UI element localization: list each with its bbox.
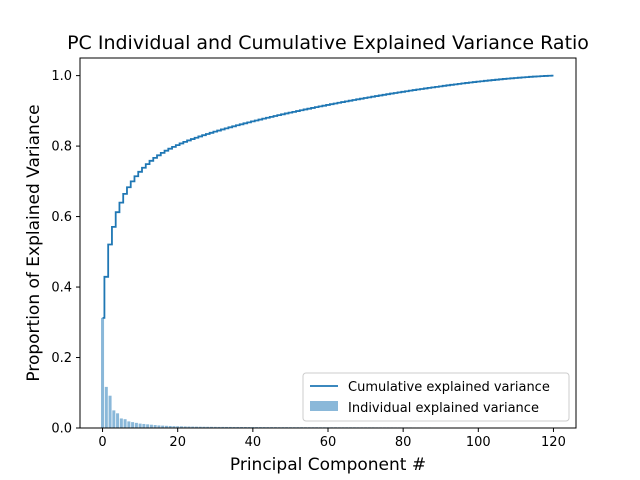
variance-bar: [146, 424, 150, 428]
variance-bar: [112, 410, 116, 428]
variance-bar: [194, 426, 198, 428]
variance-bar: [138, 423, 142, 428]
y-tick-label: 0.8: [51, 140, 72, 155]
variance-bar: [217, 426, 221, 428]
variance-bar: [225, 426, 229, 428]
variance-bar: [232, 426, 236, 428]
variance-bar: [198, 426, 202, 428]
x-tick-label: 100: [466, 435, 491, 450]
variance-bar: [157, 425, 161, 428]
variance-bar: [187, 426, 191, 428]
x-tick-label: 120: [541, 435, 566, 450]
legend: Cumulative explained variance Individual…: [302, 372, 570, 422]
legend-label-individual: Individual explained variance: [348, 401, 539, 416]
variance-bar: [236, 426, 240, 428]
variance-bar: [176, 426, 180, 428]
chart-title: PC Individual and Cumulative Explained V…: [67, 32, 589, 54]
variance-bar: [108, 395, 112, 428]
variance-bar: [213, 426, 217, 428]
variance-bar: [149, 424, 153, 428]
y-tick-label: 0.0: [51, 422, 72, 437]
variance-bar: [153, 425, 157, 428]
variance-bar: [168, 425, 172, 428]
variance-bar: [101, 317, 105, 428]
y-axis-ticks: 0.0 0.2 0.4 0.6 0.8 1.0: [51, 69, 80, 437]
variance-bar: [164, 425, 168, 428]
variance-bar: [221, 426, 225, 428]
variance-bar: [134, 422, 138, 428]
y-tick-label: 0.4: [51, 281, 72, 296]
variance-bar: [228, 426, 232, 428]
variance-bar: [142, 423, 146, 428]
x-tick-label: 20: [169, 435, 186, 450]
x-tick-label: 80: [395, 435, 412, 450]
variance-bar: [123, 419, 127, 428]
variance-bar: [202, 426, 206, 428]
x-axis-ticks: 0 20 40 60 80 100 120: [98, 428, 566, 450]
x-tick-label: 0: [98, 435, 106, 450]
variance-bar: [179, 426, 183, 428]
legend-box: [302, 372, 570, 422]
legend-label-cumulative: Cumulative explained variance: [348, 380, 550, 395]
cumulative-variance-line: [102, 74, 554, 319]
y-tick-label: 1.0: [51, 69, 72, 84]
variance-bar: [191, 426, 195, 428]
x-tick-label: 40: [245, 435, 262, 450]
variance-bar: [119, 418, 123, 428]
variance-bar: [104, 386, 108, 428]
y-axis-label: Proportion of Explained Variance: [24, 104, 44, 381]
variance-bar: [127, 421, 131, 428]
y-tick-label: 0.2: [51, 351, 72, 366]
variance-bar: [210, 426, 214, 428]
x-axis-label: Principal Component #: [230, 455, 426, 475]
variance-bar: [116, 413, 120, 428]
variance-bar: [161, 425, 165, 428]
variance-bar: [183, 426, 187, 428]
variance-bar: [172, 426, 176, 428]
variance-bar: [206, 426, 210, 428]
variance-bar: [131, 422, 135, 428]
x-tick-label: 60: [320, 435, 337, 450]
legend-swatch-individual: [310, 401, 338, 411]
y-tick-label: 0.6: [51, 210, 72, 225]
